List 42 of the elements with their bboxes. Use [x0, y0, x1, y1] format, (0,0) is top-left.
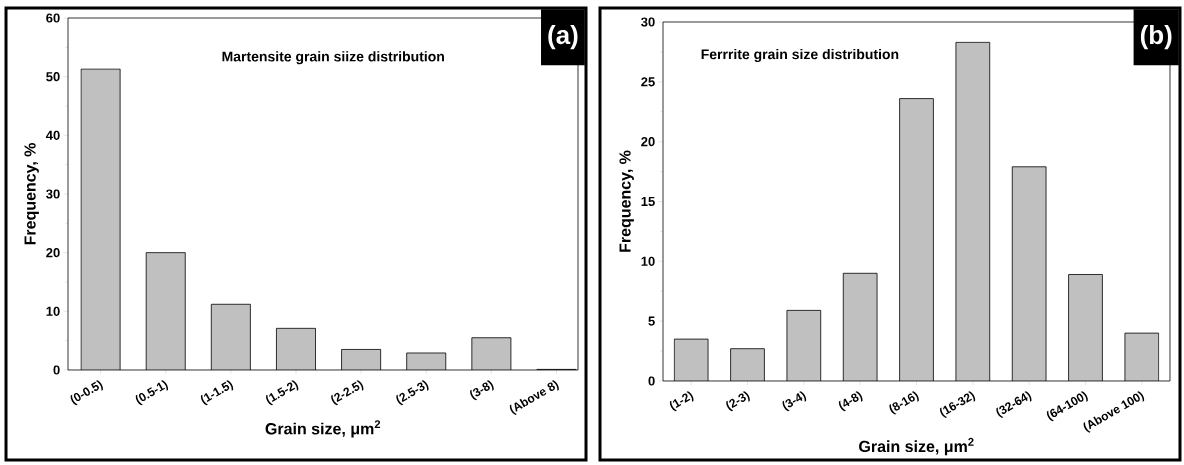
x-axis-title: Grain size, μm$^{2}$	[265, 420, 381, 438]
y-tick-label: 30	[46, 189, 60, 199]
x-tick-label: (4-8)	[838, 391, 863, 412]
text: Ferrrite grain size distribution	[701, 48, 899, 63]
bar	[786, 310, 821, 381]
bar	[211, 304, 251, 370]
y-tick-label: 10	[46, 306, 60, 316]
x-tick-label: (1-2)	[669, 391, 694, 412]
y-tick-label: 20	[641, 137, 655, 147]
y-axis-title: Frequency, %	[24, 143, 39, 245]
bar	[1068, 274, 1103, 381]
y-tick-label: 0	[53, 365, 60, 375]
y-tick-label: 20	[46, 248, 60, 258]
bar	[955, 42, 990, 381]
x-axis-title: Grain size, μm$^{2}$	[859, 437, 974, 456]
bar	[899, 98, 934, 381]
y-tick-label: 5	[648, 316, 655, 326]
y-tick-label: 10	[641, 256, 655, 266]
y-tick-label: 25	[641, 77, 655, 87]
bar	[276, 328, 316, 370]
text: Martensite grain siize distribution	[222, 51, 444, 65]
bar	[843, 273, 878, 381]
x-tick-label: (3-4)	[782, 391, 807, 412]
y-tick-label: 40	[45, 130, 60, 140]
y-tick-label: 15	[641, 196, 655, 207]
bar	[1012, 166, 1047, 381]
bar	[341, 349, 381, 370]
x-tick-label: (2-3)	[726, 391, 750, 412]
annotation: (b)	[1140, 25, 1172, 50]
y-tick-label: 30	[641, 17, 655, 27]
bar	[730, 348, 765, 381]
bar	[1124, 332, 1160, 381]
bar	[471, 337, 511, 370]
annotation: (a)	[548, 25, 578, 50]
bar	[674, 339, 709, 381]
y-tick-label: 60	[46, 13, 60, 23]
y-axis-title: Frequency, %	[619, 150, 634, 252]
y-tick-label: 50	[46, 72, 60, 82]
y-tick-label: 0	[648, 376, 655, 386]
x-tick-label: (3-8)	[470, 380, 494, 401]
bar	[81, 69, 121, 370]
bar	[146, 252, 186, 370]
